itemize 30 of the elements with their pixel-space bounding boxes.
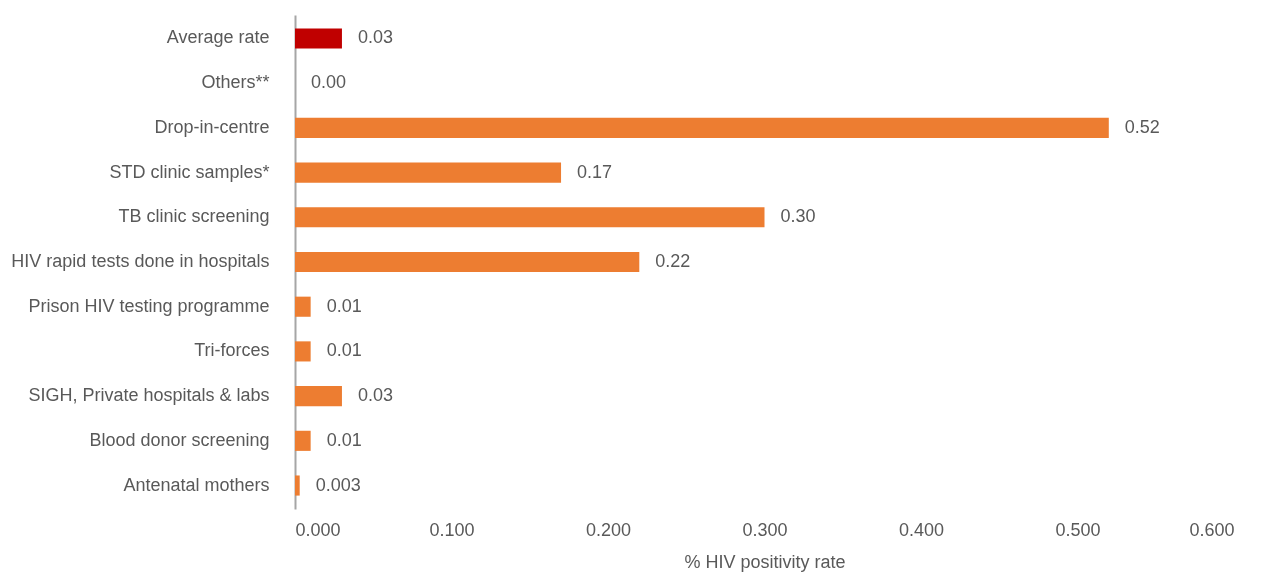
y-tick-label: Antenatal mothers xyxy=(123,474,270,495)
data-label: 0.17 xyxy=(577,161,613,182)
y-tick-label: Others** xyxy=(201,72,270,93)
x-tick-label: 0.300 xyxy=(742,519,788,540)
x-tick-label: 0.100 xyxy=(429,519,475,540)
data-label: 0.01 xyxy=(326,340,362,361)
data-label: 0.01 xyxy=(326,295,362,316)
y-tick-label: Tri-forces xyxy=(194,340,270,361)
data-label: 0.03 xyxy=(357,385,393,406)
data-label: 0.03 xyxy=(357,27,393,48)
y-tick-label: STD clinic samples* xyxy=(109,161,270,182)
x-tick-label: 0.000 xyxy=(295,519,341,540)
y-tick-label: TB clinic screening xyxy=(118,206,270,227)
y-tick-label: Drop-in-centre xyxy=(154,116,270,137)
x-tick-label: 0.500 xyxy=(1055,519,1101,540)
x-tick-label: 0.200 xyxy=(585,519,632,540)
data-label: 0.22 xyxy=(655,251,691,271)
data-label: 0.52 xyxy=(1124,116,1160,137)
x-axis-title: % HIV positivity rate xyxy=(684,551,846,572)
data-label: 0.30 xyxy=(780,206,816,227)
y-tick-label: Prison HIV testing programme xyxy=(28,295,270,316)
data-label: 0.00 xyxy=(311,72,347,93)
data-label: 0.01 xyxy=(326,429,362,450)
x-tick-label: 0.600 xyxy=(1189,519,1235,540)
y-tick-label: Average rate xyxy=(166,27,270,48)
y-tick-label: SIGH, Private hospitals & labs xyxy=(28,385,270,406)
x-tick-label: 0.400 xyxy=(898,519,945,540)
y-tick-label: HIV rapid tests done in hospitals xyxy=(11,251,270,271)
data-label: 0.003 xyxy=(315,474,361,495)
y-tick-label: Blood donor screening xyxy=(89,429,270,450)
